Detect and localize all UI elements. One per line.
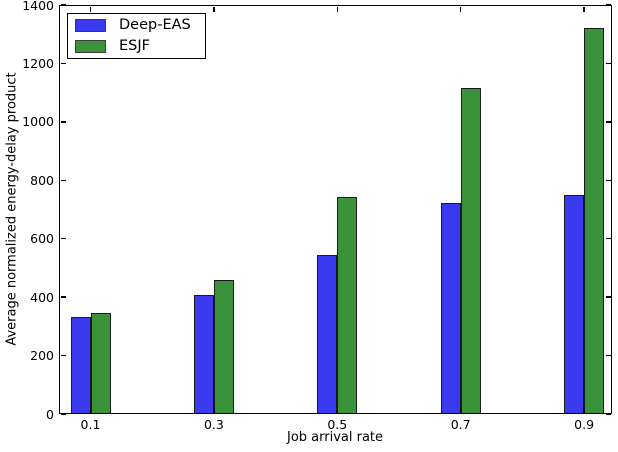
y-tick-label-1000: 1000: [22, 114, 54, 130]
y-tick-right-1000: [605, 121, 611, 123]
legend-item-deep-eas: Deep-EAS: [75, 17, 205, 34]
y-tick-left-1000: [60, 121, 66, 123]
x-tick-top-0.7: [460, 6, 462, 12]
x-tick-bottom-0.3: [213, 407, 215, 413]
y-tick-label-400: 400: [30, 289, 54, 305]
y-tick-right-600: [605, 238, 611, 240]
y-tick-left-1200: [60, 62, 66, 65]
y-tick-right-800: [605, 179, 611, 181]
y-tick-left-800: [60, 179, 66, 181]
bar-esjf-0.5: [337, 197, 358, 414]
bar-deep-eas-0.3: [193, 294, 214, 414]
y-tick-right-400: [605, 296, 611, 298]
y-tick-left-400: [60, 296, 66, 298]
x-tick-label-0.5: 0.5: [327, 417, 348, 432]
bar-deep-eas-0.9: [564, 195, 585, 414]
legend-label-esjf: ESJF: [119, 37, 150, 54]
y-tick-right-0: [605, 413, 611, 415]
y-tick-label-1200: 1200: [22, 55, 54, 71]
bar-deep-eas-0.7: [440, 203, 461, 414]
legend-label-deep-eas: Deep-EAS: [119, 17, 191, 34]
x-tick-bottom-0.7: [460, 407, 462, 413]
x-axis-label: Job arrival rate: [286, 430, 384, 445]
y-tick-label-800: 800: [30, 172, 54, 188]
x-tick-label-0.3: 0.3: [203, 417, 224, 432]
y-tick-left-600: [60, 238, 66, 240]
x-tick-label-0.1: 0.1: [80, 417, 101, 432]
y-tick-left-200: [60, 354, 66, 357]
legend-item-esjf: ESJF: [75, 38, 205, 55]
legend-swatch-esjf-icon: [75, 39, 106, 53]
x-tick-bottom-0.5: [336, 407, 338, 413]
legend: Deep-EAS ESJF: [67, 13, 206, 59]
bar-esjf-0.9: [584, 28, 605, 414]
y-tick-left-0: [60, 413, 66, 415]
x-tick-label-0.9: 0.9: [574, 417, 595, 432]
bar-esjf-0.3: [213, 279, 234, 414]
x-tick-top-0.1: [89, 6, 92, 12]
y-tick-right-200: [605, 354, 611, 357]
legend-swatch-deep-eas-icon: [75, 19, 106, 33]
y-tick-right-1200: [605, 62, 611, 65]
y-tick-label-200: 200: [30, 348, 54, 364]
bar-esjf-0.1: [90, 312, 111, 414]
y-tick-label-1400: 1400: [22, 0, 54, 13]
x-tick-top-0.5: [336, 6, 338, 12]
bar-esjf-0.7: [460, 88, 481, 414]
x-tick-bottom-0.9: [583, 407, 585, 413]
y-axis-label: Average normalized energy-delay product: [4, 72, 20, 346]
y-tick-label-600: 600: [30, 231, 54, 247]
y-tick-right-1400: [605, 4, 611, 6]
x-tick-top-0.9: [583, 6, 585, 12]
bar-deep-eas-0.1: [70, 317, 91, 414]
y-tick-label-0: 0: [46, 406, 54, 422]
bar-deep-eas-0.5: [317, 254, 338, 414]
x-tick-bottom-0.1: [89, 407, 92, 413]
x-tick-label-0.7: 0.7: [450, 417, 471, 432]
x-tick-top-0.3: [213, 6, 215, 12]
y-tick-left-1400: [60, 4, 66, 6]
